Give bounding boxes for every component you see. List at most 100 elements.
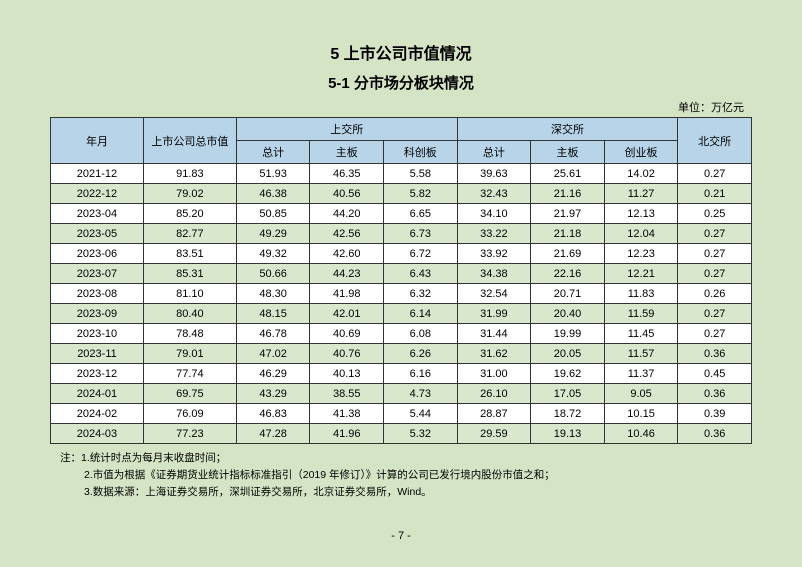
cell-ym: 2024-03 [51, 424, 144, 444]
cell-szse_main: 22.16 [531, 264, 605, 284]
cell-sse_total: 51.93 [236, 164, 310, 184]
cell-ym: 2023-08 [51, 284, 144, 304]
table-row: 2023-0785.3150.6644.236.4334.3822.1612.2… [51, 264, 752, 284]
cell-bse: 0.26 [678, 284, 752, 304]
cell-total: 85.31 [143, 264, 236, 284]
cell-sse_star: 5.44 [384, 404, 458, 424]
cell-szse_chinext: 11.59 [604, 304, 678, 324]
cell-ym: 2023-11 [51, 344, 144, 364]
market-cap-table: 年月 上市公司总市值 上交所 深交所 北交所 总计 主板 科创板 总计 主板 创… [50, 117, 752, 444]
cell-szse_chinext: 11.27 [604, 184, 678, 204]
cell-szse_main: 19.62 [531, 364, 605, 384]
cell-bse: 0.39 [678, 404, 752, 424]
cell-sse_total: 47.02 [236, 344, 310, 364]
table-row: 2023-0683.5149.3242.606.7233.9221.6912.2… [51, 244, 752, 264]
cell-total: 69.75 [143, 384, 236, 404]
cell-sse_main: 46.35 [310, 164, 384, 184]
cell-szse_total: 28.87 [457, 404, 531, 424]
cell-szse_chinext: 12.23 [604, 244, 678, 264]
cell-szse_total: 29.59 [457, 424, 531, 444]
note-1: 1.统计时点为每月末收盘时间； [81, 452, 226, 464]
cell-sse_main: 42.56 [310, 224, 384, 244]
cell-sse_star: 6.43 [384, 264, 458, 284]
cell-bse: 0.21 [678, 184, 752, 204]
title-sub: 5-1 分市场分板块情况 [50, 72, 752, 93]
table-body: 2021-1291.8351.9346.355.5839.6325.6114.0… [51, 164, 752, 444]
table-row: 2023-1078.4846.7840.696.0831.4419.9911.4… [51, 324, 752, 344]
cell-ym: 2024-02 [51, 404, 144, 424]
th-total: 上市公司总市值 [143, 118, 236, 164]
cell-szse_chinext: 14.02 [604, 164, 678, 184]
cell-szse_total: 31.99 [457, 304, 531, 324]
cell-total: 79.01 [143, 344, 236, 364]
cell-ym: 2023-05 [51, 224, 144, 244]
cell-sse_total: 48.30 [236, 284, 310, 304]
cell-szse_chinext: 11.57 [604, 344, 678, 364]
cell-sse_main: 42.60 [310, 244, 384, 264]
cell-sse_star: 6.26 [384, 344, 458, 364]
cell-bse: 0.27 [678, 244, 752, 264]
cell-sse_main: 44.20 [310, 204, 384, 224]
th-bse: 北交所 [678, 118, 752, 164]
table-row: 2024-0276.0946.8341.385.4428.8718.7210.1… [51, 404, 752, 424]
cell-szse_chinext: 10.46 [604, 424, 678, 444]
cell-szse_chinext: 12.13 [604, 204, 678, 224]
cell-bse: 0.36 [678, 344, 752, 364]
cell-ym: 2022-12 [51, 184, 144, 204]
table-row: 2024-0169.7543.2938.554.7326.1017.059.05… [51, 384, 752, 404]
cell-szse_main: 20.40 [531, 304, 605, 324]
cell-sse_total: 49.29 [236, 224, 310, 244]
notes-prefix: 注： [60, 452, 81, 464]
cell-sse_total: 48.15 [236, 304, 310, 324]
cell-sse_main: 41.96 [310, 424, 384, 444]
cell-szse_total: 32.43 [457, 184, 531, 204]
unit-label: 单位：万亿元 [50, 99, 752, 115]
cell-bse: 0.45 [678, 364, 752, 384]
cell-szse_total: 31.62 [457, 344, 531, 364]
cell-sse_star: 6.73 [384, 224, 458, 244]
cell-total: 91.83 [143, 164, 236, 184]
cell-sse_star: 5.58 [384, 164, 458, 184]
cell-sse_total: 49.32 [236, 244, 310, 264]
notes: 注：1.统计时点为每月末收盘时间； 2.市值为根据《证券期货业统计指标标准指引（… [50, 450, 752, 500]
cell-szse_total: 33.22 [457, 224, 531, 244]
cell-ym: 2023-10 [51, 324, 144, 344]
cell-sse_main: 41.38 [310, 404, 384, 424]
cell-sse_star: 5.82 [384, 184, 458, 204]
cell-sse_total: 46.38 [236, 184, 310, 204]
cell-szse_chinext: 11.37 [604, 364, 678, 384]
cell-sse_star: 6.72 [384, 244, 458, 264]
cell-sse_total: 50.85 [236, 204, 310, 224]
cell-sse_main: 40.13 [310, 364, 384, 384]
table-row: 2023-0485.2050.8544.206.6534.1021.9712.1… [51, 204, 752, 224]
cell-sse_star: 4.73 [384, 384, 458, 404]
cell-bse: 0.27 [678, 224, 752, 244]
cell-bse: 0.25 [678, 204, 752, 224]
cell-szse_chinext: 9.05 [604, 384, 678, 404]
cell-szse_main: 19.13 [531, 424, 605, 444]
cell-sse_total: 43.29 [236, 384, 310, 404]
cell-sse_star: 5.32 [384, 424, 458, 444]
cell-bse: 0.36 [678, 384, 752, 404]
cell-szse_total: 34.10 [457, 204, 531, 224]
cell-sse_total: 50.66 [236, 264, 310, 284]
cell-sse_main: 40.76 [310, 344, 384, 364]
cell-szse_total: 31.00 [457, 364, 531, 384]
cell-szse_chinext: 11.45 [604, 324, 678, 344]
cell-szse_total: 32.54 [457, 284, 531, 304]
th-szse-subtotal: 总计 [457, 141, 531, 164]
cell-szse_main: 20.71 [531, 284, 605, 304]
cell-szse_main: 21.16 [531, 184, 605, 204]
cell-sse_total: 47.28 [236, 424, 310, 444]
cell-sse_star: 6.32 [384, 284, 458, 304]
cell-total: 79.02 [143, 184, 236, 204]
cell-total: 85.20 [143, 204, 236, 224]
cell-sse_main: 40.56 [310, 184, 384, 204]
cell-total: 81.10 [143, 284, 236, 304]
cell-szse_main: 20.05 [531, 344, 605, 364]
cell-szse_main: 19.99 [531, 324, 605, 344]
cell-ym: 2023-07 [51, 264, 144, 284]
cell-sse_main: 44.23 [310, 264, 384, 284]
cell-sse_star: 6.16 [384, 364, 458, 384]
cell-ym: 2021-12 [51, 164, 144, 184]
